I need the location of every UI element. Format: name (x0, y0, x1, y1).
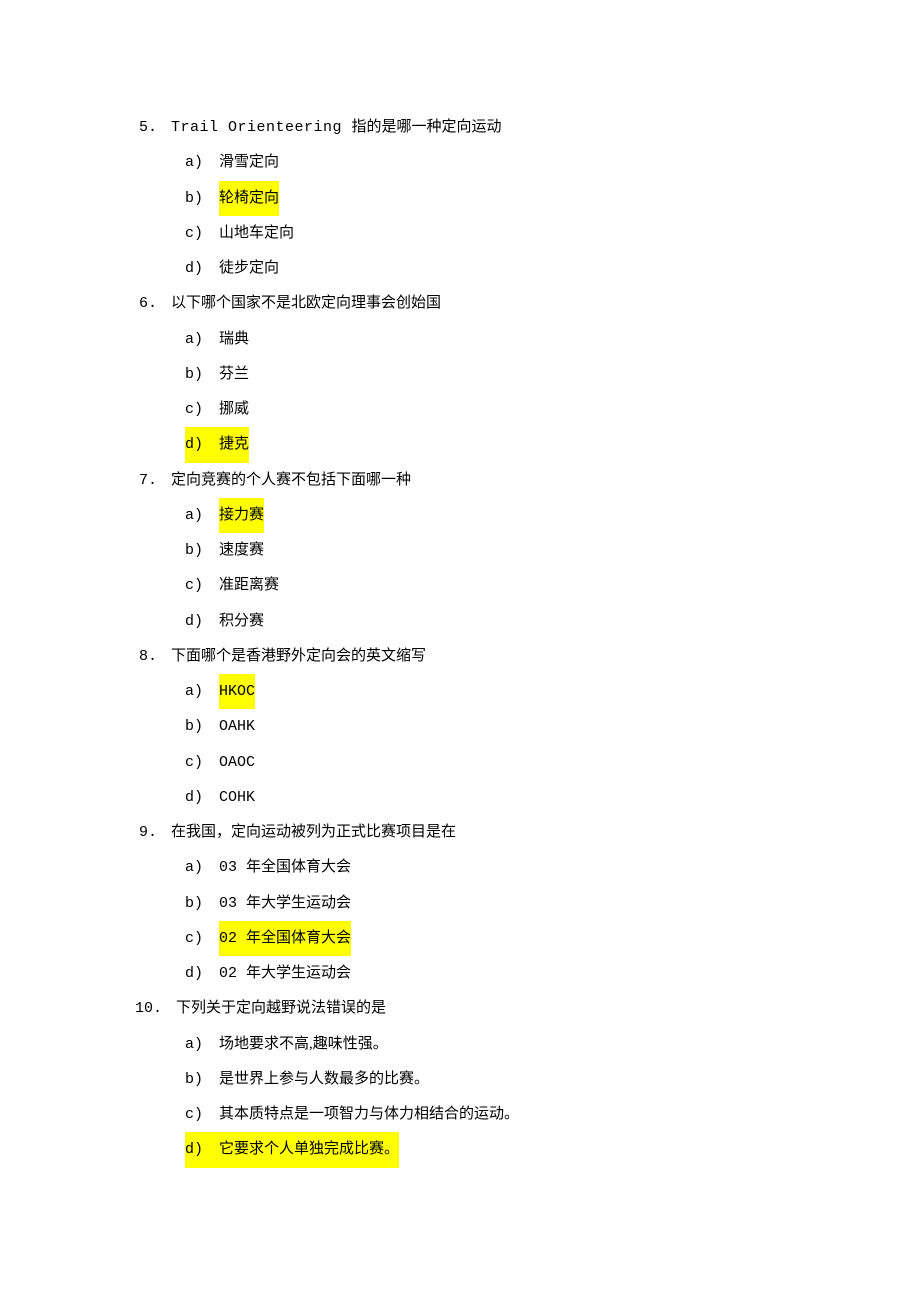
option-b: b)轮椅定向 (135, 181, 920, 216)
option-c: c)山地车定向 (135, 216, 920, 251)
question-number: 6. (135, 286, 171, 321)
option-c: c)其本质特点是一项智力与体力相结合的运动。 (135, 1097, 920, 1132)
question-stem: 6. 以下哪个国家不是北欧定向理事会创始国 (135, 286, 920, 321)
question-stem: 10. 下列关于定向越野说法错误的是 (135, 991, 920, 1026)
question-8: 8. 下面哪个是香港野外定向会的英文缩写 a)HKOC b)OAHK c)OAO… (135, 639, 920, 815)
question-number: 9. (135, 815, 171, 850)
question-stem: 7. 定向竞赛的个人赛不包括下面哪一种 (135, 463, 920, 498)
option-b: b)芬兰 (135, 357, 920, 392)
option-d: d)02 年大学生运动会 (135, 956, 920, 991)
option-c: c)挪威 (135, 392, 920, 427)
option-b: b)是世界上参与人数最多的比赛。 (135, 1062, 920, 1097)
option-c: c)02 年全国体育大会 (135, 921, 920, 956)
option-b: b)OAHK (135, 709, 920, 744)
question-number: 10. (135, 991, 176, 1026)
question-stem: 5. Trail Orienteering 指的是哪一种定向运动 (135, 110, 920, 145)
question-7: 7. 定向竞赛的个人赛不包括下面哪一种 a)接力赛 b)速度赛 c)准距离赛 d… (135, 463, 920, 639)
question-list: 5. Trail Orienteering 指的是哪一种定向运动 a)滑雪定向 … (0, 110, 920, 1168)
question-text: Trail Orienteering 指的是哪一种定向运动 (171, 110, 502, 145)
question-stem: 9. 在我国，定向运动被列为正式比赛项目是在 (135, 815, 920, 850)
question-number: 7. (135, 463, 171, 498)
option-c: c)准距离赛 (135, 568, 920, 603)
option-a: a)瑞典 (135, 322, 920, 357)
option-d: d)徒步定向 (135, 251, 920, 286)
option-a: a)接力赛 (135, 498, 920, 533)
question-text: 下列关于定向越野说法错误的是 (176, 991, 386, 1026)
option-b: b)03 年大学生运动会 (135, 886, 920, 921)
option-c: c)OAOC (135, 745, 920, 780)
option-d: d)积分赛 (135, 604, 920, 639)
question-text: 定向竞赛的个人赛不包括下面哪一种 (171, 463, 411, 498)
question-6: 6. 以下哪个国家不是北欧定向理事会创始国 a)瑞典 b)芬兰 c)挪威 d)捷… (135, 286, 920, 462)
option-a: a)场地要求不高,趣味性强。 (135, 1027, 920, 1062)
question-stem: 8. 下面哪个是香港野外定向会的英文缩写 (135, 639, 920, 674)
question-9: 9. 在我国，定向运动被列为正式比赛项目是在 a)03 年全国体育大会 b)03… (135, 815, 920, 991)
question-text: 下面哪个是香港野外定向会的英文缩写 (171, 639, 426, 674)
question-number: 8. (135, 639, 171, 674)
option-d: d)捷克 (135, 427, 920, 462)
question-text: 在我国，定向运动被列为正式比赛项目是在 (171, 815, 456, 850)
option-b: b)速度赛 (135, 533, 920, 568)
question-text: 以下哪个国家不是北欧定向理事会创始国 (171, 286, 441, 321)
option-a: a)HKOC (135, 674, 920, 709)
question-10: 10. 下列关于定向越野说法错误的是 a)场地要求不高,趣味性强。 b)是世界上… (135, 991, 920, 1167)
option-a: a)03 年全国体育大会 (135, 850, 920, 885)
question-number: 5. (135, 110, 171, 145)
option-d: d)它要求个人单独完成比赛。 (135, 1132, 920, 1167)
option-d: d)COHK (135, 780, 920, 815)
option-a: a)滑雪定向 (135, 145, 920, 180)
question-5: 5. Trail Orienteering 指的是哪一种定向运动 a)滑雪定向 … (135, 110, 920, 286)
